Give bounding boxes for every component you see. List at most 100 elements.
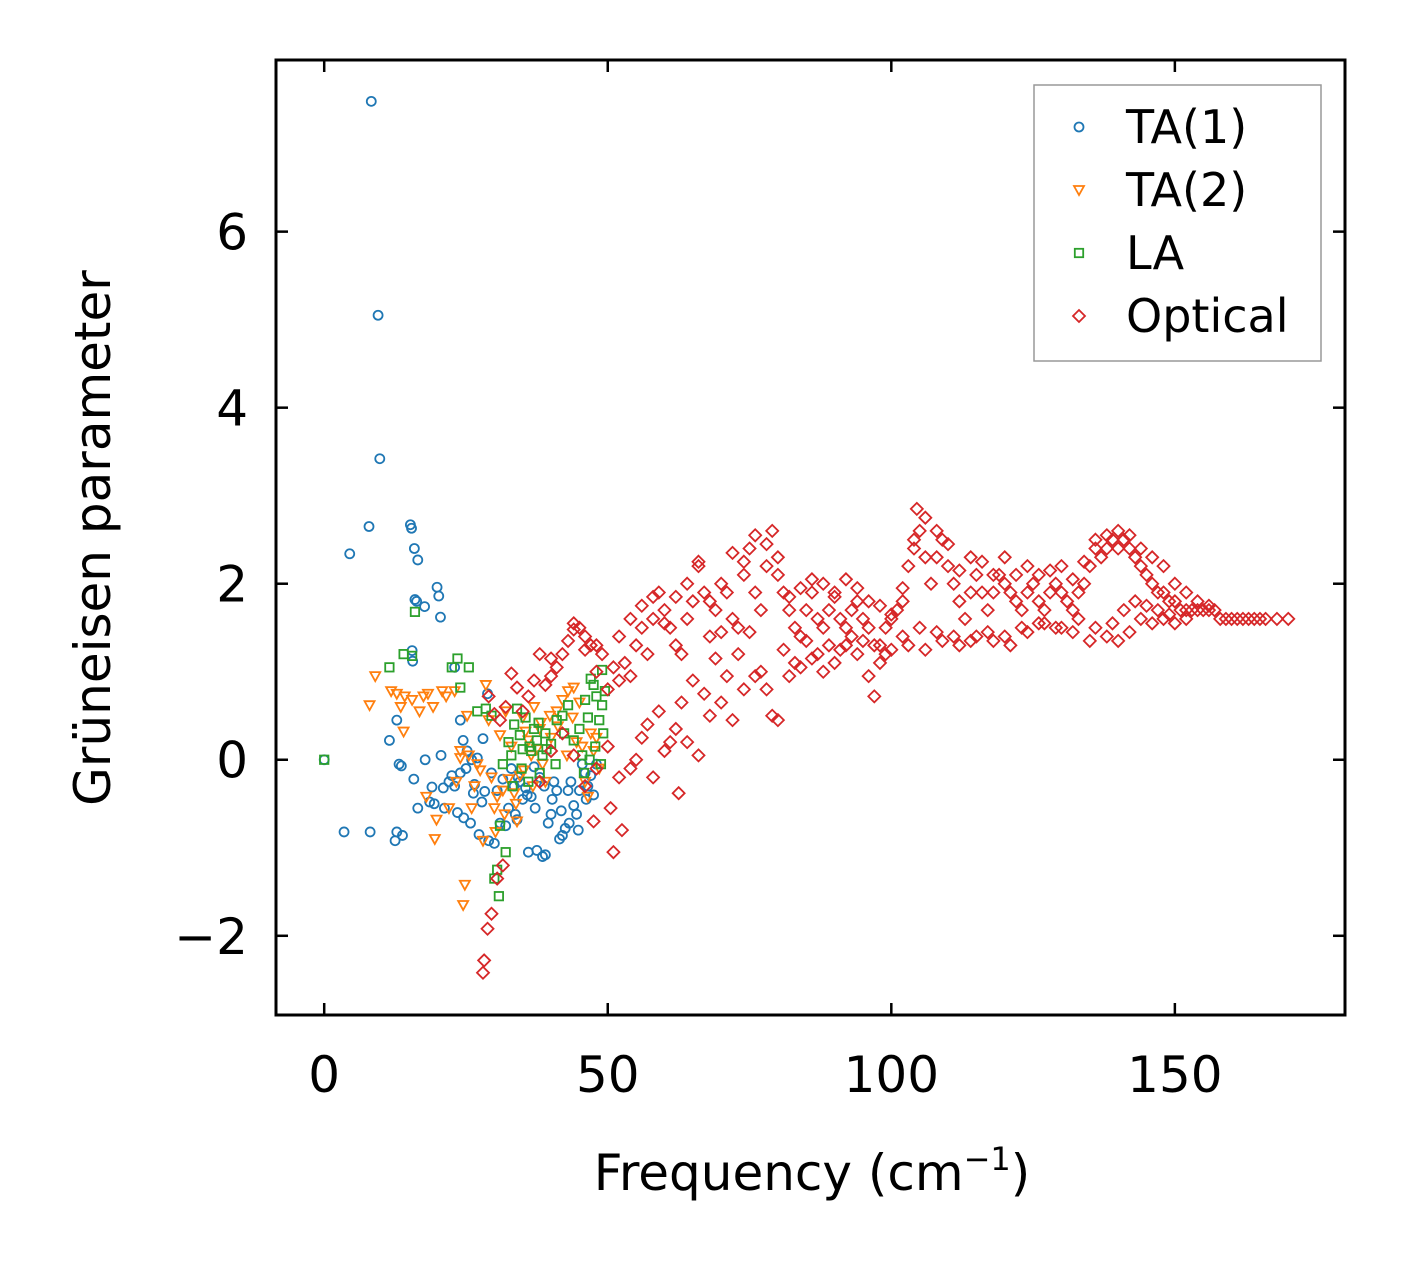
data-point — [498, 809, 512, 822]
x-axis-title-close: ) — [1011, 1144, 1031, 1202]
data-point — [509, 798, 523, 811]
data-point — [1099, 541, 1115, 556]
data-point — [1122, 541, 1137, 556]
data-point — [872, 655, 888, 671]
data-point — [912, 620, 927, 635]
data-point — [488, 837, 500, 849]
data-point — [781, 668, 797, 684]
data-point — [589, 638, 604, 653]
data-point — [1082, 558, 1098, 574]
data-point — [952, 563, 967, 578]
data-point — [374, 453, 386, 465]
x-axis-title: Frequency (cm−1) — [594, 1140, 1031, 1202]
data-point — [412, 802, 424, 814]
data-point — [1281, 611, 1296, 627]
data-point — [974, 554, 990, 569]
data-point — [563, 817, 575, 829]
data-point — [952, 638, 967, 653]
data-point — [585, 770, 597, 781]
data-point — [776, 642, 791, 657]
data-point — [725, 712, 740, 728]
data-point — [838, 572, 854, 587]
y-tick-label: −2 — [174, 908, 248, 966]
data-point — [770, 712, 786, 728]
data-point — [850, 580, 865, 596]
data-point — [571, 808, 582, 820]
markers-layer — [318, 95, 1296, 981]
data-point — [747, 528, 763, 543]
data-point — [872, 598, 888, 613]
data-point — [581, 791, 595, 804]
data-point — [1020, 624, 1035, 640]
data-point — [433, 590, 445, 602]
data-point — [759, 558, 774, 574]
data-point — [980, 602, 995, 618]
data-point — [565, 776, 577, 788]
data-point — [453, 753, 467, 765]
data-point — [566, 748, 582, 763]
data-point — [538, 776, 552, 789]
data-point — [1008, 567, 1024, 583]
data-point — [419, 791, 433, 804]
data-point — [426, 781, 438, 793]
data-point — [1110, 633, 1126, 649]
data-point — [1133, 541, 1149, 556]
data-point — [455, 682, 466, 693]
data-point — [509, 680, 525, 695]
data-point — [1031, 567, 1047, 583]
legend-entries: TA(1) TA(2) LA Optical — [1071, 100, 1288, 343]
data-point — [600, 739, 616, 754]
data-point — [747, 585, 763, 600]
data-point — [594, 646, 610, 662]
data-point — [1241, 611, 1256, 627]
legend-label: TA(1) — [1125, 100, 1247, 154]
data-point — [787, 620, 803, 635]
data-point — [668, 638, 684, 653]
data-point — [940, 558, 956, 574]
data-point — [500, 820, 512, 832]
data-point — [918, 642, 933, 657]
data-point — [804, 572, 820, 587]
data-point — [838, 638, 854, 653]
data-point — [1258, 611, 1273, 627]
data-point — [470, 759, 484, 772]
data-point — [1088, 620, 1103, 635]
data-point — [600, 682, 616, 697]
data-point — [504, 666, 519, 681]
data-point — [499, 706, 513, 719]
data-point — [363, 521, 375, 532]
data-point — [395, 760, 407, 772]
data-point — [1235, 611, 1251, 627]
data-point — [657, 602, 672, 618]
data-point — [929, 550, 944, 565]
data-point — [1025, 576, 1041, 591]
data-point — [549, 660, 564, 675]
data-point — [551, 721, 565, 734]
data-point — [1054, 585, 1069, 600]
series-optical — [475, 501, 1296, 981]
data-point — [884, 642, 899, 657]
legend-marker — [1073, 247, 1085, 259]
data-point — [509, 808, 521, 820]
data-point — [1082, 633, 1098, 649]
data-point — [454, 714, 466, 726]
data-point — [586, 814, 601, 829]
data-point — [1116, 532, 1132, 547]
data-point — [513, 770, 527, 783]
data-point — [901, 558, 916, 574]
data-point — [719, 585, 735, 600]
data-point — [471, 752, 483, 764]
data-point — [674, 695, 689, 710]
data-point — [1190, 594, 1205, 609]
data-point — [543, 651, 559, 666]
legend-label: Optical — [1126, 289, 1288, 343]
data-point — [394, 702, 408, 714]
data-point — [452, 653, 463, 664]
data-point — [679, 576, 695, 591]
data-point — [696, 686, 712, 702]
data-point — [543, 743, 559, 759]
data-point — [850, 594, 865, 609]
data-point — [1110, 541, 1126, 556]
data-point — [1071, 611, 1086, 627]
data-point — [1054, 558, 1069, 574]
